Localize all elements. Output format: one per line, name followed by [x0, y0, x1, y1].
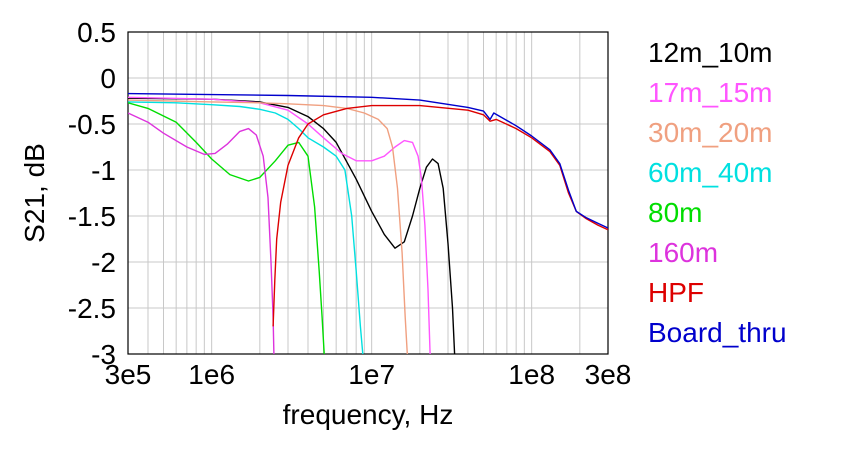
y-tick-label: -2.5	[68, 293, 116, 324]
series-line-hpf	[272, 104, 608, 327]
series-layer	[128, 92, 608, 354]
y-tick-label: -3	[91, 339, 116, 370]
legend: 12m_10m 17m_15m 30m_20m 60m_40m 80m 160m HPF Bo…	[648, 37, 787, 348]
legend-item: 60m_40m	[648, 157, 773, 188]
series-line-30m-20m	[128, 99, 408, 354]
legend-item: Board_thru	[648, 317, 787, 348]
series-line-60m-40m	[128, 101, 364, 354]
x-tick-label: 1e7	[348, 359, 395, 390]
series-line-80m	[128, 102, 325, 354]
series-line-12m-10m	[128, 97, 456, 354]
x-tick-label: 3e8	[585, 359, 632, 390]
series-line-160m	[128, 112, 275, 354]
x-axis-label: frequency, Hz	[283, 399, 454, 430]
y-tick-label: -1.5	[68, 201, 116, 232]
legend-item: 12m_10m	[648, 37, 773, 68]
legend-item: 160m	[648, 237, 718, 268]
series-line-board-thru	[128, 92, 608, 229]
y-axis-label: S21, dB	[19, 143, 50, 243]
y-tick-label: 0.5	[77, 17, 116, 48]
legend-item: HPF	[648, 277, 704, 308]
tick-labels: 3e5 1e6 1e7 1e8 3e8 0.5 0 -0.5 -1 -1.5 -2 -2.5 -3	[68, 17, 632, 390]
plot-frame	[127, 31, 609, 355]
grid	[128, 32, 608, 354]
series-line-17m-15m	[128, 96, 431, 354]
x-tick-label: 1e6	[188, 359, 235, 390]
x-tick-label: 3e5	[105, 359, 152, 390]
x-tick-label: 1e8	[508, 359, 555, 390]
y-tick-label: -0.5	[68, 109, 116, 140]
y-tick-label: -1	[91, 155, 116, 186]
legend-item: 80m	[648, 197, 702, 228]
y-tick-label: -2	[91, 247, 116, 278]
legend-item: 17m_15m	[648, 77, 773, 108]
y-tick-label: 0	[100, 63, 116, 94]
legend-item: 30m_20m	[648, 117, 773, 148]
